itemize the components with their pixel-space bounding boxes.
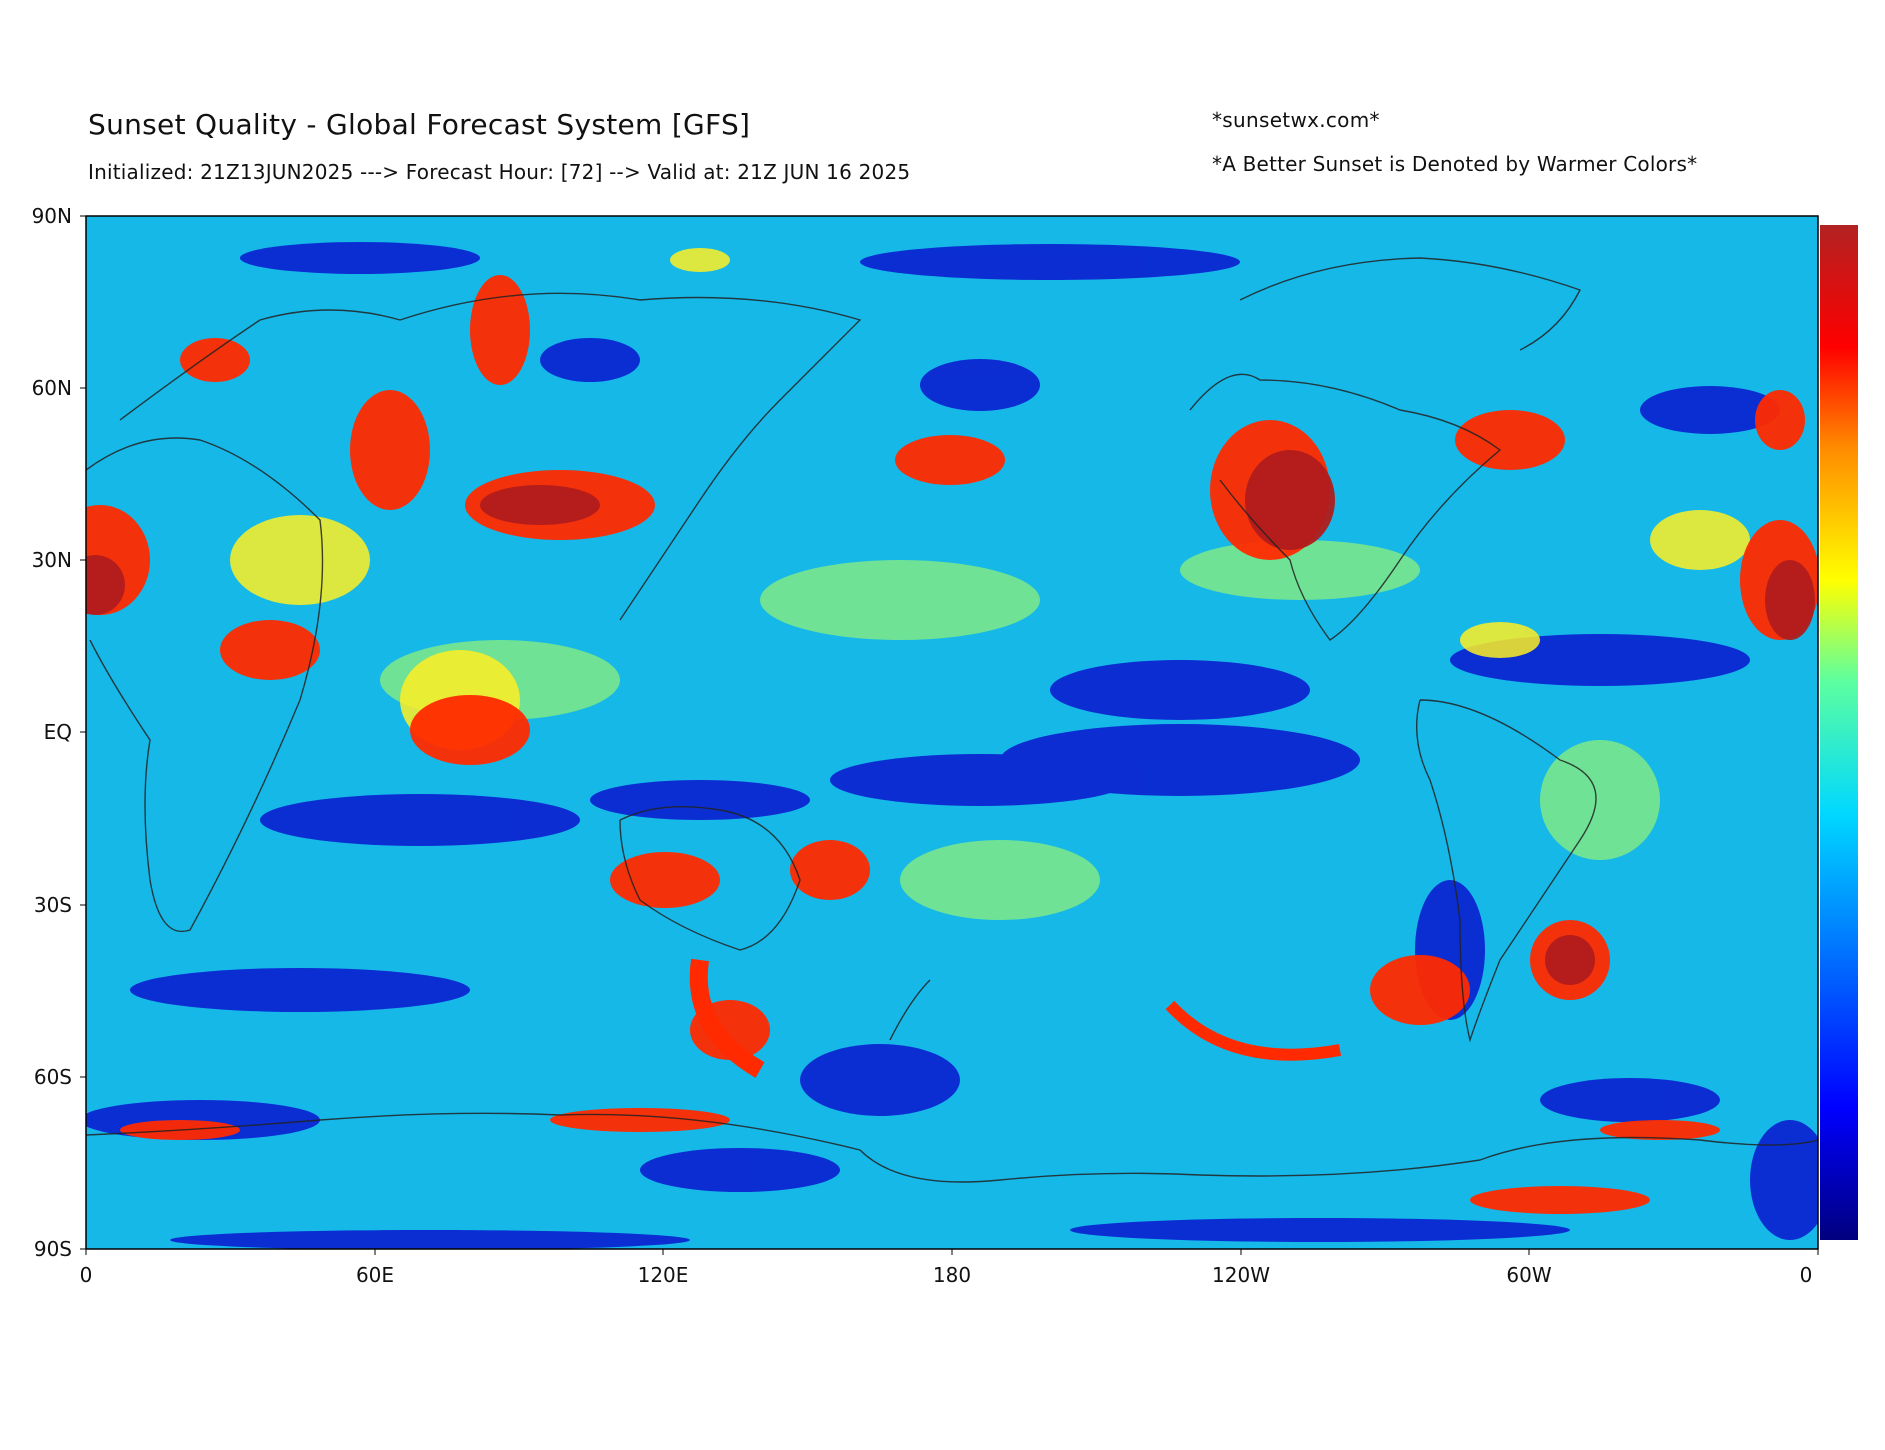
lon-tick-label: 0 (1800, 1263, 1813, 1287)
lon-tick-label: 120W (1212, 1263, 1270, 1287)
lat-tick-label: 60N (32, 376, 72, 400)
map-title: Sunset Quality - Global Forecast System … (88, 108, 751, 141)
lon-tick-label: 60W (1506, 1263, 1551, 1287)
lat-axis: 90N 60N 30N EQ 30S 60S 90S (32, 204, 86, 1261)
lat-tick-label: 90N (32, 204, 72, 228)
lon-tick-label: 0 (80, 1263, 93, 1287)
lat-tick-label: 90S (34, 1237, 72, 1261)
forecast-subtitle: Initialized: 21Z13JUN2025 ---> Forecast … (88, 160, 911, 184)
coastlines (86, 257, 1818, 1183)
colorbar (1820, 225, 1858, 1240)
lat-tick-label: 60S (34, 1065, 72, 1089)
lat-tick-label: 30S (34, 893, 72, 917)
lon-tick-label: 120E (638, 1263, 689, 1287)
lat-tick-label: EQ (44, 720, 72, 744)
lat-tick-label: 30N (32, 548, 72, 572)
lon-tick-label: 180 (933, 1263, 971, 1287)
lon-tick-label: 60E (356, 1263, 394, 1287)
color-note: *A Better Sunset is Denoted by Warmer Co… (1212, 152, 1698, 176)
lon-axis: 0 60E 120E 180 120W 60W 0 (80, 1249, 1819, 1287)
site-credit: *sunsetwx.com* (1212, 108, 1380, 132)
sunset-quality-field (86, 216, 1818, 1249)
